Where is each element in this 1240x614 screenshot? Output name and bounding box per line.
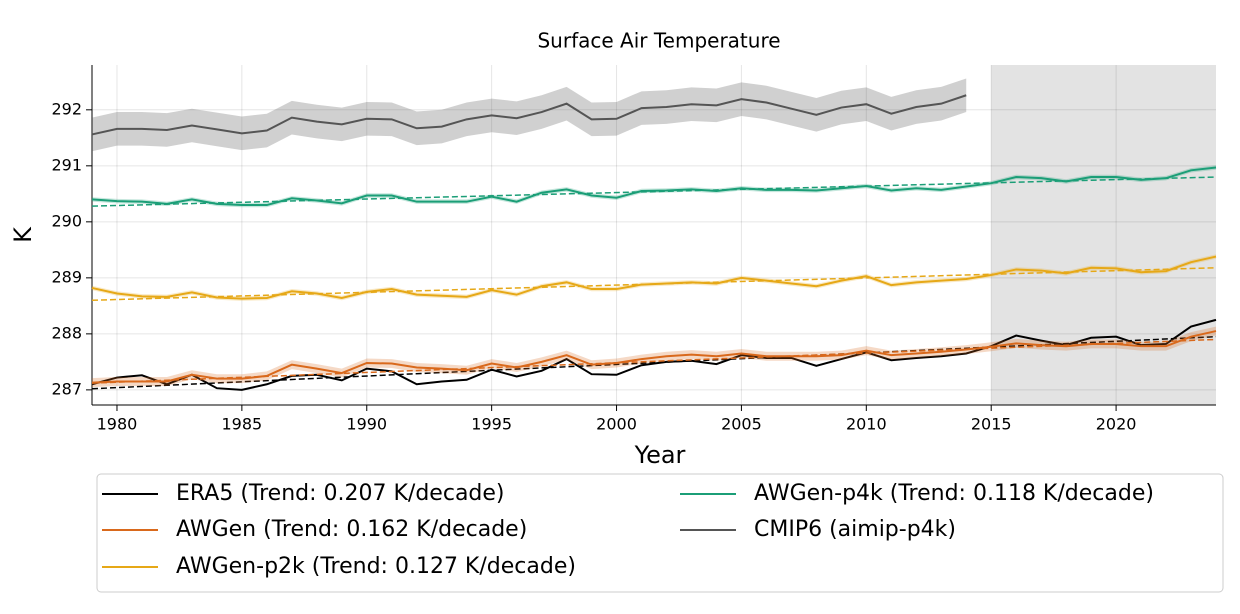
legend-label: AWGen (Trend: 0.162 K/decade) bbox=[176, 517, 527, 542]
legend-label: AWGen-p4k (Trend: 0.118 K/decade) bbox=[754, 481, 1154, 506]
series-line bbox=[91, 330, 1217, 384]
y-tick-label: 289 bbox=[51, 267, 82, 286]
x-tick-label: 1995 bbox=[471, 415, 512, 434]
series-line bbox=[91, 255, 1217, 300]
legend-label: ERA5 (Trend: 0.207 K/decade) bbox=[176, 481, 505, 506]
x-tick-label: 1980 bbox=[97, 415, 138, 434]
legend-label: AWGen-p2k (Trend: 0.127 K/decade) bbox=[176, 554, 576, 579]
legend-label: CMIP6 (aimip-p4k) bbox=[754, 517, 956, 542]
y-tick-label: 290 bbox=[51, 211, 82, 230]
x-tick-label: 1990 bbox=[346, 415, 387, 434]
x-tick-label: 2020 bbox=[1096, 415, 1137, 434]
series-line bbox=[91, 166, 1217, 207]
spread-band bbox=[92, 165, 1216, 208]
y-tick-label: 288 bbox=[51, 323, 82, 342]
y-tick-label: 291 bbox=[51, 155, 82, 174]
legend-box bbox=[96, 473, 1224, 593]
series-line bbox=[91, 318, 1217, 391]
x-tick-label: 2015 bbox=[971, 415, 1012, 434]
x-axis-label: Year bbox=[634, 441, 686, 469]
x-tick-label: 2010 bbox=[846, 415, 887, 434]
shaded-span bbox=[991, 65, 1216, 405]
series-line bbox=[91, 94, 967, 136]
x-tick-label: 2005 bbox=[721, 415, 762, 434]
y-tick-label: 292 bbox=[51, 99, 82, 118]
trend-line bbox=[91, 338, 1217, 384]
spread-band bbox=[92, 254, 1216, 301]
chart-title: Surface Air Temperature bbox=[537, 29, 780, 53]
x-tick-label: 1985 bbox=[222, 415, 263, 434]
x-tick-label: 2000 bbox=[596, 415, 637, 434]
y-axis-label: K bbox=[9, 226, 37, 243]
y-tick-label: 287 bbox=[51, 379, 82, 398]
